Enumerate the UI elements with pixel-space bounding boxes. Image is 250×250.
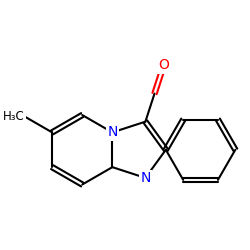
Text: O: O — [158, 58, 169, 72]
Text: N: N — [107, 126, 118, 140]
Text: N: N — [140, 171, 150, 185]
Text: H₃C: H₃C — [3, 110, 25, 123]
